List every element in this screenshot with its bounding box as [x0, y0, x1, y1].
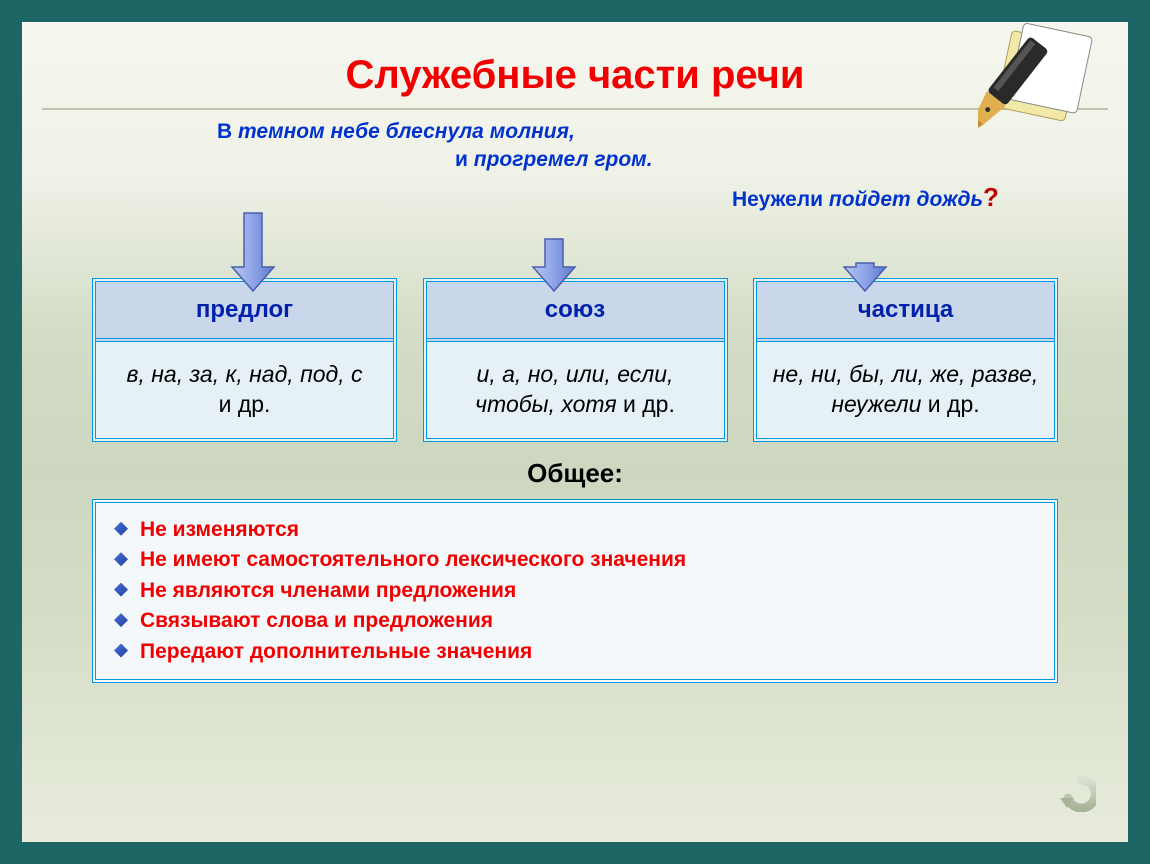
category-body: и, а, но, или, если, чтобы, хотя и др. — [427, 342, 724, 438]
common-property-item: Передают дополнительные значения — [114, 637, 1036, 667]
category-body: в, на, за, к, над, под, си др. — [96, 342, 393, 438]
down-arrow-icon — [842, 261, 888, 298]
slide-container: Служебные части речи В темном небе блесн… — [22, 22, 1128, 842]
category-body: не, ни, бы, ли, же, разве, неужели и др. — [757, 342, 1054, 438]
title-divider — [42, 108, 1108, 110]
example-1-text: темном небе блеснула молния, — [232, 120, 575, 143]
example-1: В темном небе блеснула молния, — [217, 120, 575, 144]
category-boxes: предлог в, на, за, к, над, под, си др. с… — [42, 278, 1108, 442]
down-arrow-icon — [531, 237, 577, 298]
example-2: и прогремел гром. — [455, 148, 653, 172]
common-properties-list: Не изменяютсяНе имеют самостоятельного л… — [114, 515, 1036, 667]
example-1-highlight: В — [217, 120, 232, 143]
common-property-item: Не имеют самостоятельного лексического з… — [114, 545, 1036, 575]
back-button[interactable] — [1054, 774, 1096, 812]
category-box: союз и, а, но, или, если, чтобы, хотя и … — [423, 278, 728, 442]
common-property-item: Связывают слова и предложения — [114, 606, 1036, 636]
category-box: предлог в, на, за, к, над, под, си др. — [92, 278, 397, 442]
common-property-item: Не изменяются — [114, 515, 1036, 545]
common-properties-box: Не изменяютсяНе имеют самостоятельного л… — [92, 499, 1058, 683]
common-property-item: Не являются членами предложения — [114, 576, 1036, 606]
down-arrow-icon — [230, 211, 276, 298]
example-2-text: прогремел гром. — [468, 148, 653, 171]
example-2-highlight: и — [455, 148, 468, 171]
category-box: частица не, ни, бы, ли, же, разве, неуже… — [753, 278, 1058, 442]
page-title: Служебные части речи — [42, 53, 1108, 98]
arrows-container — [22, 208, 1128, 298]
common-heading: Общее: — [42, 458, 1108, 489]
